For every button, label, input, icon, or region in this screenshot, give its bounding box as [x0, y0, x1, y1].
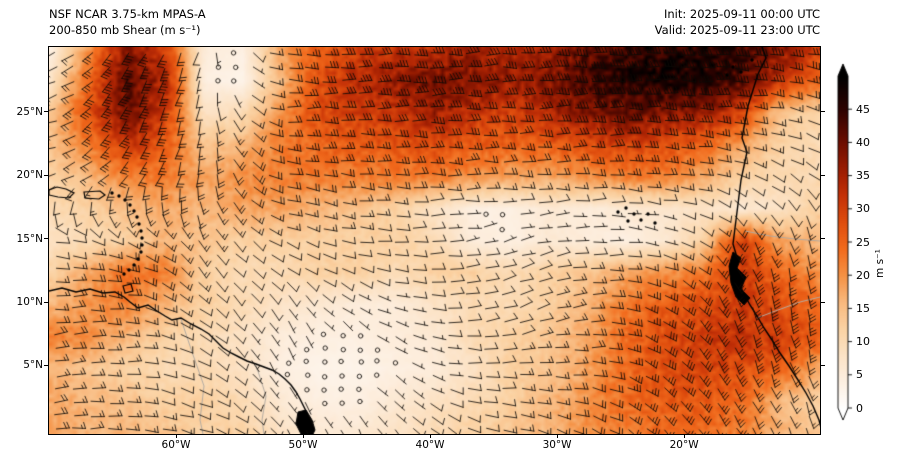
x-tick-label: 30°W: [542, 439, 572, 451]
y-tick-label: 5°N: [23, 359, 43, 372]
colorbar-tick-label: 0: [856, 401, 863, 415]
colorbar-tick-label: 40: [856, 135, 870, 149]
colorbar-tick-label: 15: [856, 301, 870, 315]
colorbar-tick-label: 30: [856, 202, 870, 216]
axis-tick-mark: [44, 301, 48, 303]
axis-tick-mark: [175, 434, 177, 438]
colorbar-canvas: [836, 62, 862, 422]
axis-tick-mark: [821, 301, 825, 303]
shear-map-canvas: [49, 47, 820, 434]
init-time-label: Init: 2025-09-11 00:00 UTC: [664, 7, 820, 21]
axis-tick-mark: [44, 238, 48, 240]
colorbar-tick-label: 45: [856, 102, 870, 116]
y-tick-label: 10°N: [16, 296, 43, 309]
axis-tick-mark: [302, 434, 304, 438]
axis-tick-mark: [821, 174, 825, 176]
axis-tick-mark: [821, 238, 825, 240]
colorbar-tick-label: 25: [856, 235, 870, 249]
valid-time-label: Valid: 2025-09-11 23:00 UTC: [654, 23, 820, 37]
x-tick-label: 60°W: [161, 439, 191, 451]
y-tick-label: 15°N: [16, 232, 43, 245]
axis-tick-mark: [821, 364, 825, 366]
colorbar-tick-label: 20: [856, 268, 870, 282]
chart-subtitle: 200-850 mb Shear (m s⁻¹): [49, 23, 201, 37]
chart-title: NSF NCAR 3.75-km MPAS-A: [49, 7, 206, 21]
colorbar-tick-label: 35: [856, 169, 870, 183]
axis-tick-mark: [556, 434, 558, 438]
axis-tick-mark: [44, 174, 48, 176]
x-tick-label: 40°W: [415, 439, 445, 451]
colorbar-tick-label: 5: [856, 368, 863, 382]
y-tick-label: 25°N: [16, 105, 43, 118]
axis-tick-mark: [429, 434, 431, 438]
x-tick-label: 50°W: [288, 439, 318, 451]
map-frame: [48, 46, 821, 435]
colorbar-unit-label: m s⁻¹: [874, 249, 886, 278]
colorbar-tick-label: 10: [856, 335, 870, 349]
x-tick-label: 20°W: [669, 439, 699, 451]
y-tick-label: 20°N: [16, 169, 43, 182]
axis-tick-mark: [44, 364, 48, 366]
axis-tick-mark: [683, 434, 685, 438]
axis-tick-mark: [44, 111, 48, 113]
axis-tick-mark: [821, 111, 825, 113]
